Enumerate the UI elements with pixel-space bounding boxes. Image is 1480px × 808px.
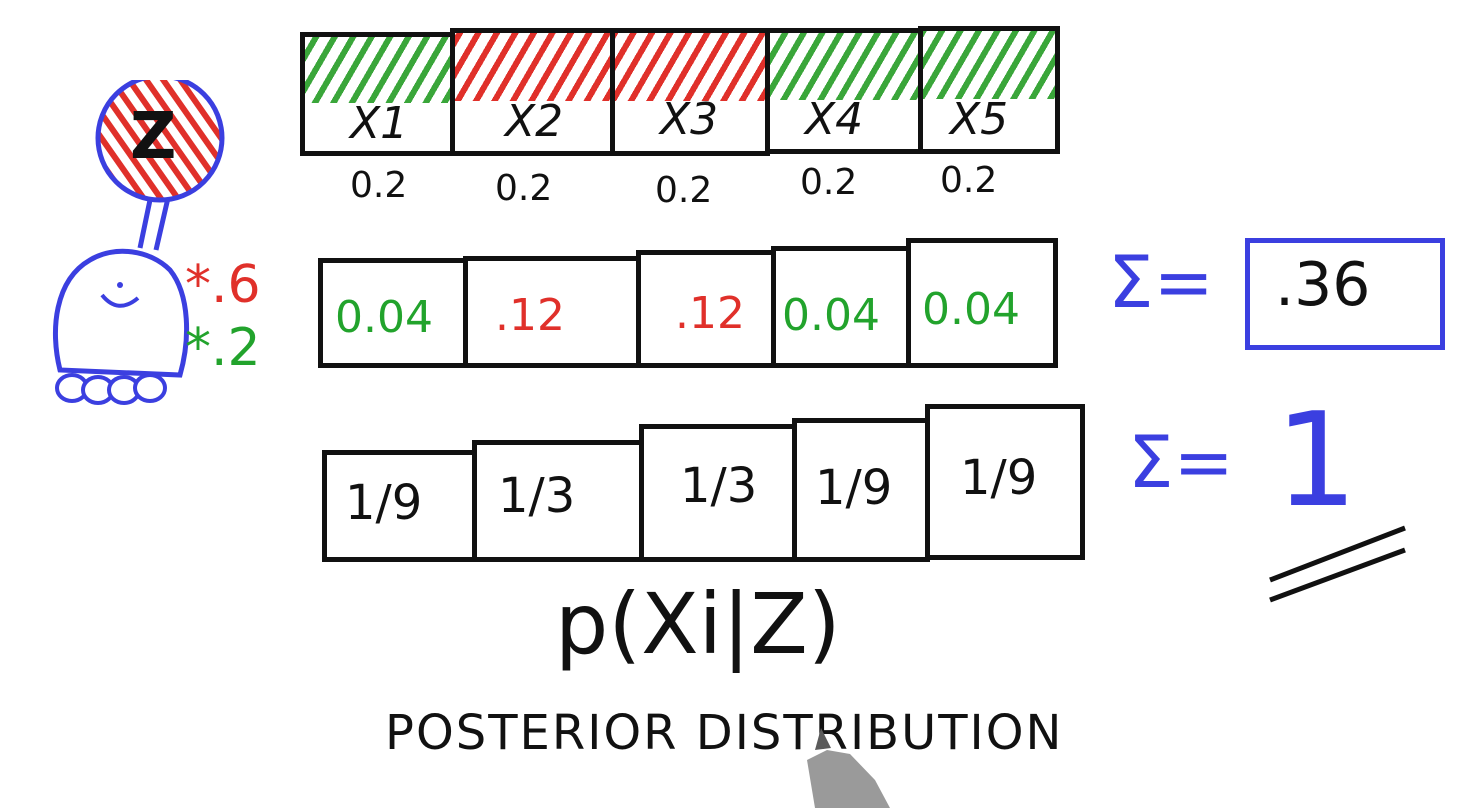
robot-figure: [53, 80, 225, 405]
red-multiplier: *.6: [185, 255, 261, 315]
robot-eye: [117, 282, 123, 288]
prior-cell-3: [610, 28, 770, 156]
prior-cell-1: [300, 32, 455, 156]
prior-cell-label: X4: [805, 94, 864, 145]
posterior-value: 1/3: [498, 468, 576, 524]
measurement-label: Z: [130, 100, 177, 174]
posterior-caption: POSTERIOR DISTRIBUTION: [385, 705, 1064, 761]
prior-value: 0.2: [655, 170, 713, 211]
robot-smile: [100, 293, 140, 308]
product-value: 0.04: [335, 292, 433, 343]
product-sum-box: [1245, 238, 1445, 350]
posterior-value: 1/9: [345, 475, 423, 531]
prior-value: 0.2: [350, 165, 408, 206]
posterior-formula: p(Xi|Z): [555, 575, 841, 673]
posterior-value: 1/3: [680, 458, 758, 514]
posterior-value: 1/9: [960, 450, 1038, 506]
product-value: .12: [675, 288, 745, 339]
prior-cell-5: [918, 26, 1060, 154]
prior-cell-label: X5: [950, 94, 1009, 145]
prior-cell-2: [450, 28, 615, 156]
robot-wheels: [55, 373, 167, 405]
product-sum-symbol: Σ=: [1108, 240, 1214, 324]
bubble-tail: [137, 197, 171, 251]
posterior-cell-5: [925, 404, 1085, 560]
prior-cell-4: [765, 28, 923, 154]
product-value: 0.04: [922, 284, 1020, 335]
product-value: .12: [495, 290, 565, 341]
posterior-value: 1/9: [815, 460, 893, 516]
product-value: 0.04: [782, 290, 880, 341]
prior-value: 0.2: [940, 160, 998, 201]
double-underline: [1269, 525, 1406, 603]
robot-body: [53, 248, 189, 378]
product-cell-5: [906, 238, 1058, 368]
prior-cell-label: X2: [505, 96, 564, 147]
prior-value: 0.2: [800, 162, 858, 203]
posterior-sum-symbol: Σ=: [1128, 420, 1234, 504]
prior-cell-label: X3: [660, 94, 719, 145]
pen-tip: [807, 728, 890, 808]
posterior-sum-value: 1: [1275, 384, 1358, 536]
prior-cell-label: X1: [350, 98, 409, 149]
prior-value: 0.2: [495, 168, 553, 209]
measurement-bubble: [95, 80, 225, 203]
green-multiplier: *.2: [185, 318, 261, 378]
product-sum-value: .36: [1275, 250, 1371, 320]
